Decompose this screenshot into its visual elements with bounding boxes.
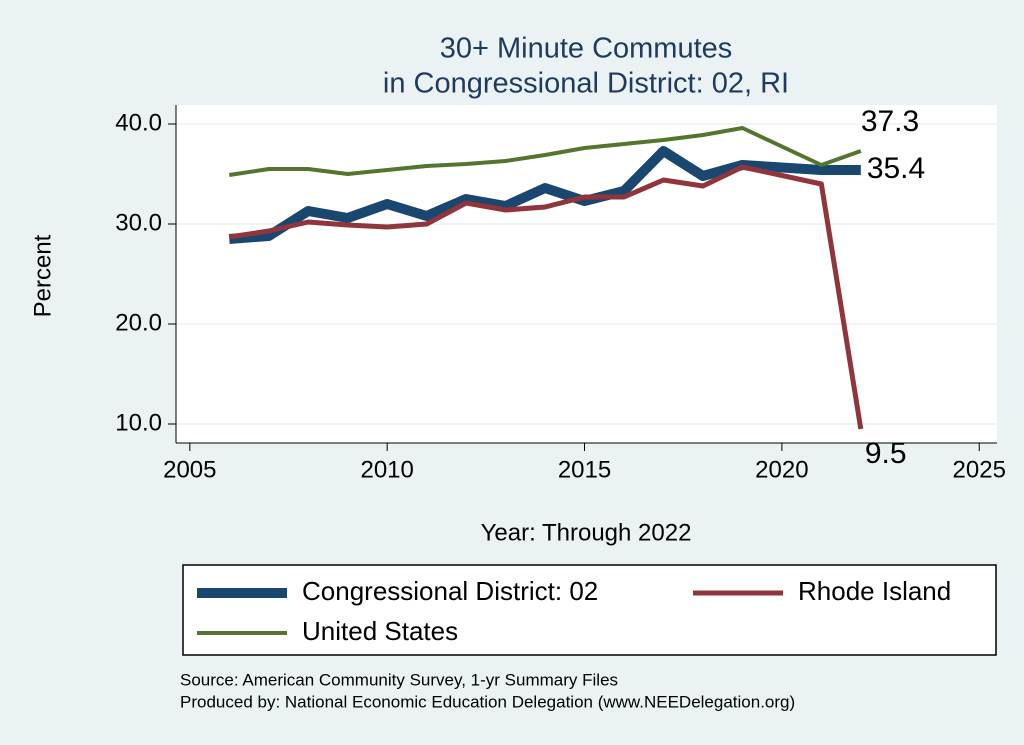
x-tick-label: 2010 [360,456,413,483]
x-tick-label: 2025 [953,456,1006,483]
y-tick-label: 10.0 [115,409,162,436]
series-line [228,126,862,177]
x-tick-label: 2020 [755,456,808,483]
source-note: Source: American Community Survey, 1-yr … [180,670,618,689]
legend-label: United States [302,616,458,646]
y-tick-label: 30.0 [115,209,162,236]
data-label: 9.5 [865,437,907,470]
y-tick-label: 40.0 [115,109,162,136]
x-tick-label: 2005 [163,456,216,483]
legend [182,564,997,656]
series-line [228,146,861,244]
chart-title: in Congressional District: 02, RI [383,68,789,100]
legend-label: Congressional District: 02 [302,576,598,606]
data-label: 35.4 [867,152,925,185]
legend-label: Rhode Island [798,576,951,606]
x-axis-title: Year: Through 2022 [481,519,692,546]
y-axis-title: Percent [29,234,56,317]
chart-title: 30+ Minute Commutes [440,33,733,65]
y-tick-label: 20.0 [115,309,162,336]
source-note: Produced by: National Economic Education… [180,692,795,711]
plot-area [176,105,997,443]
series-line [228,164,864,430]
data-label: 37.3 [861,105,919,138]
x-tick-label: 2015 [558,456,611,483]
